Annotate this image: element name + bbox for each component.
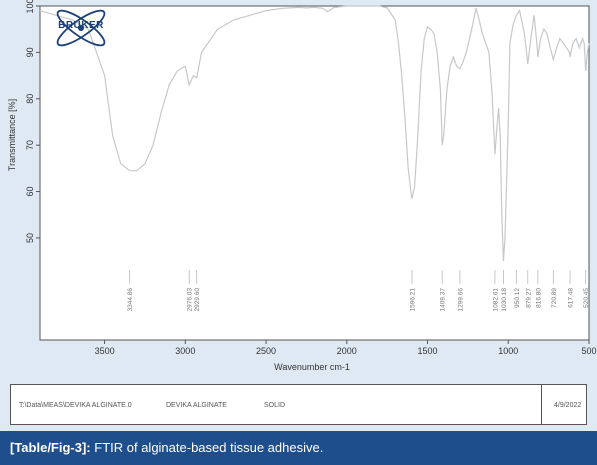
x-axis-label: Wavenumber cm-1: [274, 362, 350, 372]
measurement-date: 4/9/2022: [554, 402, 582, 409]
x-tick-label: 3500: [95, 346, 115, 356]
sample-state: SOLID: [264, 402, 286, 409]
ftir-chart: 3344.86 2976.03 2929.60 1596.21 1409.37 1299.…: [7, 0, 597, 372]
caption-text: FTIR of alginate-based tissue adhesive.: [90, 440, 324, 455]
x-tick-label: 3000: [175, 346, 195, 356]
peak-label: 2929.60: [194, 288, 201, 312]
spectrum-line: [39, 5, 590, 262]
x-tick-label: 500: [581, 346, 596, 356]
peak-label: 1409.37: [440, 288, 447, 312]
y-tick-label: 60: [25, 187, 35, 197]
y-tick-label: 90: [25, 47, 35, 57]
y-tick-label: 70: [25, 140, 35, 150]
peak-label: 879.27: [525, 288, 532, 308]
x-tick-label: 2500: [256, 346, 276, 356]
file-path: T:\Data\MEAS\DEVIKA ALGINATE.0: [19, 402, 132, 409]
peak-label: 617.48: [568, 288, 575, 308]
y-tick-label: 80: [25, 94, 35, 104]
peak-label: 520.45: [583, 288, 590, 308]
x-tick-label: 1000: [498, 346, 518, 356]
peak-label: 1299.66: [457, 288, 464, 312]
peak-label: 2976.03: [187, 288, 194, 312]
logo-wordmark: BRUKER: [58, 20, 104, 31]
peak-label: 1082.61: [492, 288, 499, 312]
peak-label: 816.80: [535, 288, 542, 308]
plot-area: [39, 5, 590, 341]
info-divider: [541, 385, 542, 424]
y-tick-label: 50: [25, 233, 35, 243]
info-bar: T:\Data\MEAS\DEVIKA ALGINATE.0 DEVIKA AL…: [10, 384, 587, 425]
caption-tag: [Table/Fig-3]:: [10, 440, 91, 455]
peak-label: 950.12: [514, 288, 521, 308]
x-tick-label: 2000: [337, 346, 357, 356]
peak-label: 1596.21: [409, 288, 416, 312]
peak-label: 1030.18: [501, 288, 508, 312]
x-tick-label: 1500: [418, 346, 438, 356]
y-tick-label: 100: [25, 0, 35, 14]
figure-caption: [Table/Fig-3]: FTIR of alginate-based ti…: [0, 431, 597, 465]
peak-label: 720.89: [551, 288, 558, 308]
sample-name: DEVIKA ALGINATE: [166, 402, 227, 409]
y-axis-label: Transmittance [%]: [7, 99, 17, 171]
bruker-logo-icon: [56, 9, 106, 47]
peak-label: 3344.86: [127, 288, 134, 312]
